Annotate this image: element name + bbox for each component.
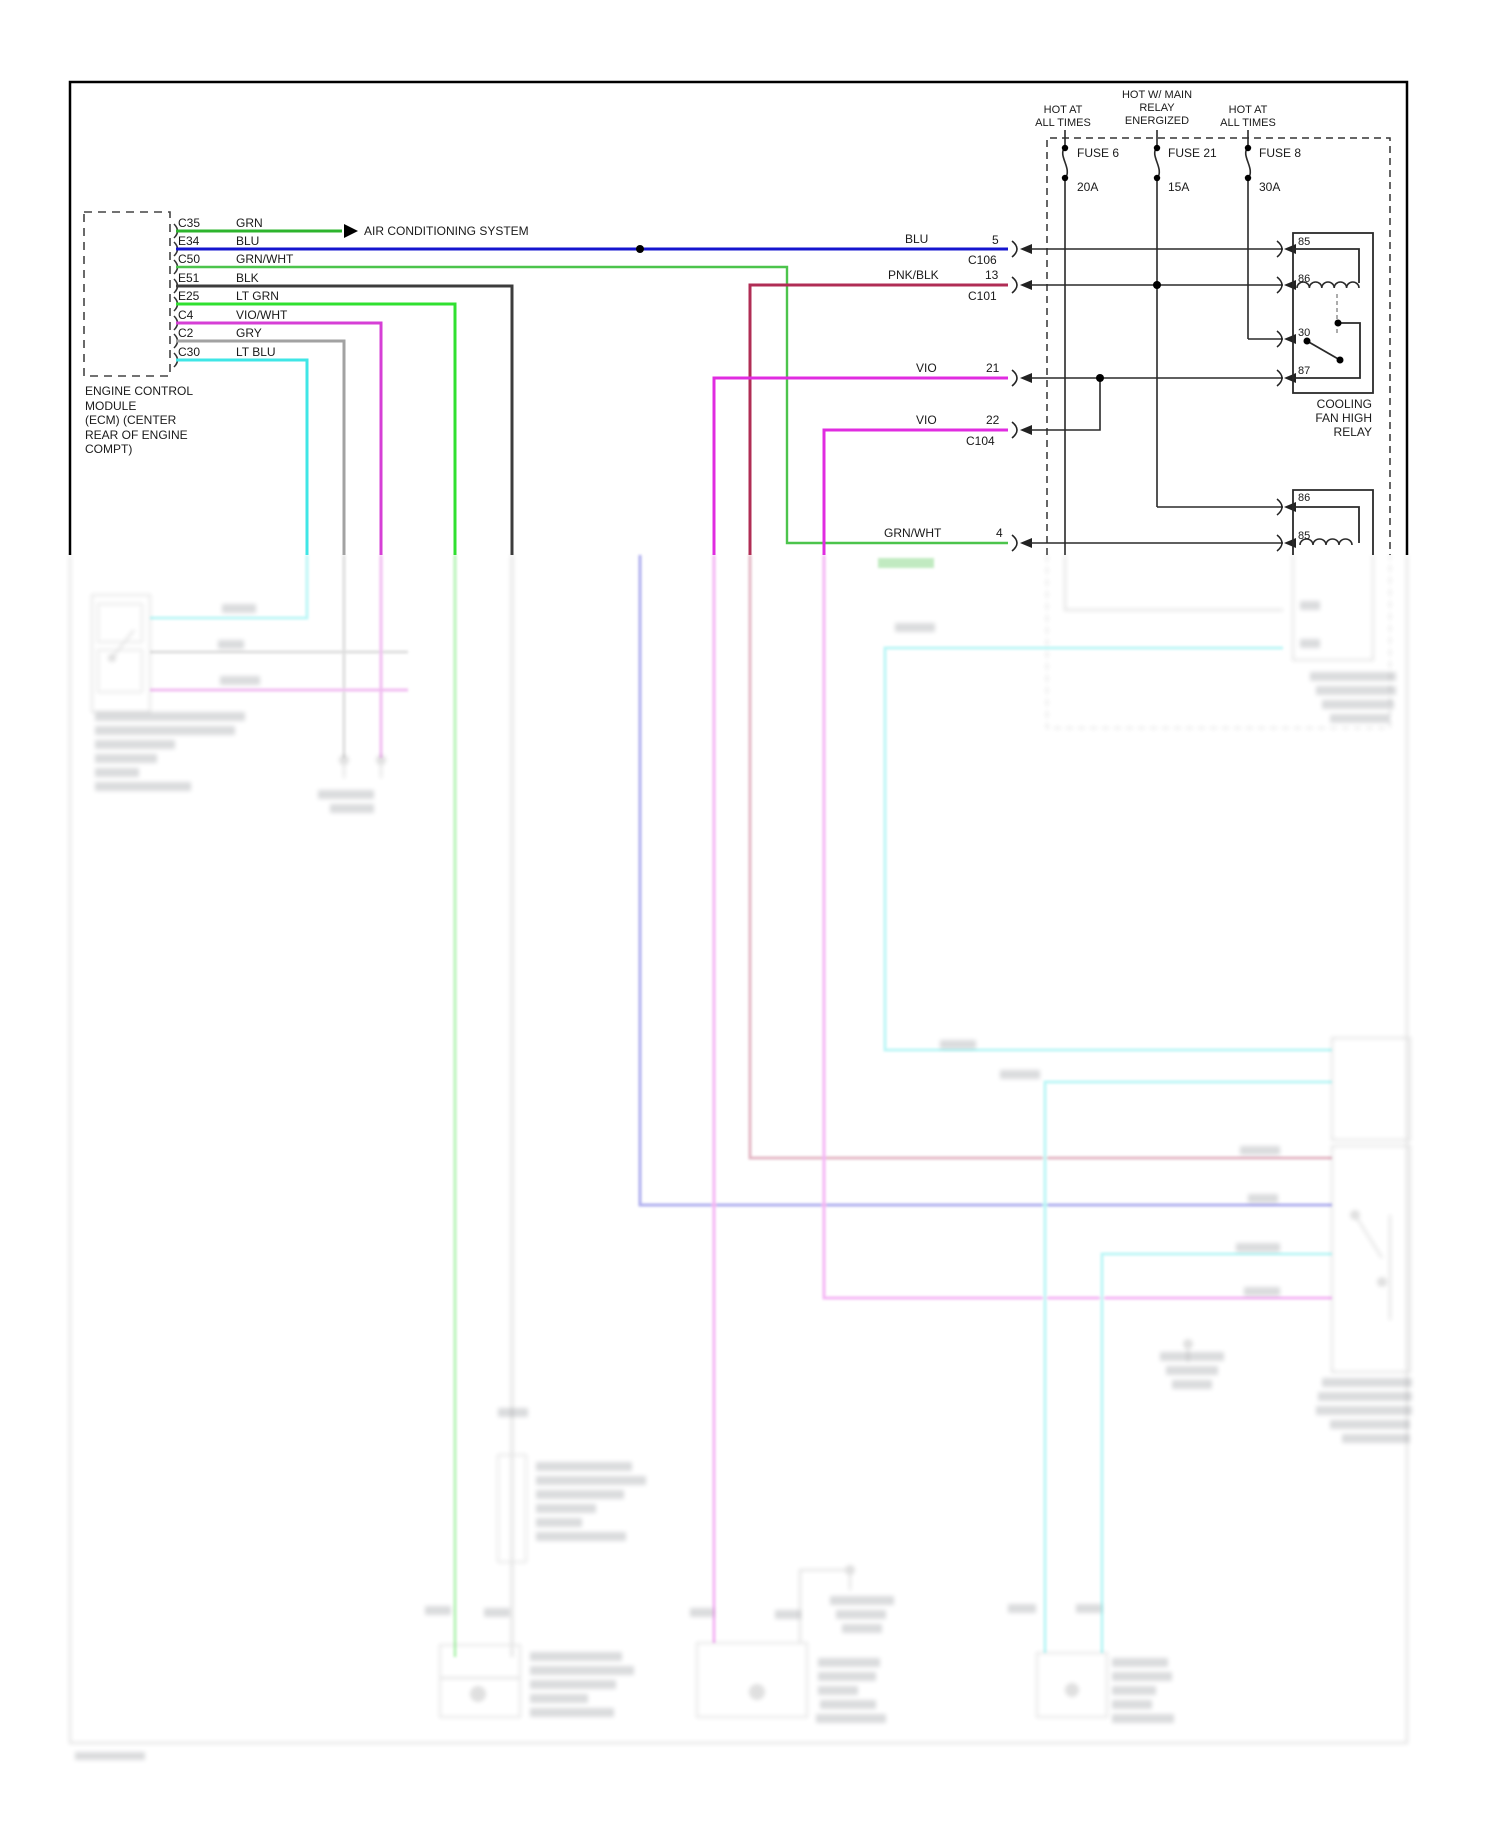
connector-symbols (1011, 240, 1018, 552)
ghost-colored-wires (150, 555, 1332, 1657)
ecm-pin-id: E34 (178, 234, 200, 248)
ecm-name: ENGINE CONTROL MODULE (ECM) (CENTER REAR… (85, 384, 194, 456)
wire-pin-5: 5 (992, 233, 999, 247)
wire-grn-wht (176, 265, 1008, 545)
relay1-pin-85: 85 (1298, 236, 1311, 248)
wire-vio-21 (712, 376, 1008, 555)
fuse6-amps: 20A (1077, 180, 1099, 194)
ecm-pin-brackets (173, 223, 179, 368)
relay-contact-dots (1303, 319, 1344, 364)
wire-label-pnkblk: PNK/BLK (888, 268, 939, 282)
fuse21-label: FUSE 21 (1168, 146, 1217, 160)
conn-c106: C106 (968, 253, 997, 267)
fuse-block-dashed-box (1046, 137, 1391, 555)
wire-vio-22 (822, 428, 1008, 555)
connector-arrowheads (1020, 244, 1032, 548)
cooling-fan-high-relay (1292, 232, 1374, 394)
fuse8-label: FUSE 8 (1259, 146, 1302, 160)
fuse21-amps: 15A (1168, 180, 1190, 194)
power-header-2: HOT W/ MAIN RELAY ENERGIZED (1121, 89, 1193, 127)
colored-wires (176, 229, 1008, 555)
wire-label-blu: BLU (905, 232, 929, 246)
fuse-block-wiring (1030, 130, 1283, 555)
relay1-name: COOLING FAN HIGH RELAY (1315, 397, 1372, 439)
power-header-3: HOT AT ALL TIMES (1220, 104, 1276, 129)
ecm-pin-id: E25 (178, 289, 200, 303)
wire-lt-blu (176, 358, 309, 555)
junction-blu (636, 245, 644, 253)
relay1-pin-30: 30 (1298, 327, 1311, 339)
wire-pnk-blk (748, 283, 1008, 555)
wire-pin-4: 4 (996, 526, 1003, 540)
cooling-fan-low-relay-top (1292, 489, 1374, 555)
ecm-pin-id: C2 (178, 326, 194, 340)
ghost-text-smudges (75, 601, 1412, 1760)
ecm-pin-color: GRY (236, 326, 262, 340)
wire-blk (176, 284, 514, 555)
ecm-pin-id: C4 (178, 308, 194, 322)
ac-system-label: AIR CONDITIONING SYSTEM (364, 224, 529, 238)
fuse6-label: FUSE 6 (1077, 146, 1120, 160)
conn-c101: C101 (968, 289, 997, 303)
relay-side-brackets (1276, 240, 1283, 552)
wire-label-vio21: VIO (916, 361, 937, 375)
wire-vio-wht (176, 321, 383, 555)
ac-arrow (344, 224, 358, 238)
power-header-1: HOT AT ALL TIMES (1035, 104, 1091, 129)
ecm-pin-color: GRN/WHT (236, 252, 294, 266)
wire-pin-13: 13 (985, 268, 999, 282)
wire-pin-22: 22 (986, 413, 1000, 427)
wire-label-grnwht: GRN/WHT (884, 526, 942, 540)
ecm-pin-id: C50 (178, 252, 201, 266)
conn-c104: C104 (966, 434, 995, 448)
ecm-pin-color: GRN (236, 216, 263, 230)
ecm-pin-color: LT GRN (236, 289, 279, 303)
relay1-pin-87: 87 (1298, 365, 1311, 377)
ecm-pin-color: LT BLU (236, 345, 276, 359)
ecm-pin-color: BLK (236, 271, 259, 285)
relay1-pin-86: 86 (1298, 273, 1311, 285)
wire-pin-21: 21 (986, 361, 1000, 375)
ecm-pin-color: BLU (236, 234, 260, 248)
ecm-pin-id: C35 (178, 216, 201, 230)
ecm-box (83, 211, 171, 377)
ecm-pin-id: C30 (178, 345, 201, 359)
wire-label-vio22: VIO (916, 413, 937, 427)
relay2-pin-86: 86 (1298, 492, 1311, 504)
ecm-pin-color: VIO/WHT (236, 308, 288, 322)
wire-lt-grn (176, 302, 457, 555)
wire-gry (176, 339, 346, 555)
page-border (68, 80, 1409, 555)
ghost-dark-linework (69, 555, 1411, 1744)
relay2-pin-85: 85 (1298, 530, 1311, 542)
relay-side-arrowheads (1284, 244, 1296, 548)
ecm-pin-id: E51 (178, 271, 200, 285)
fuse8-amps: 30A (1259, 180, 1281, 194)
fuse-dots-junctions (1061, 144, 1252, 382)
